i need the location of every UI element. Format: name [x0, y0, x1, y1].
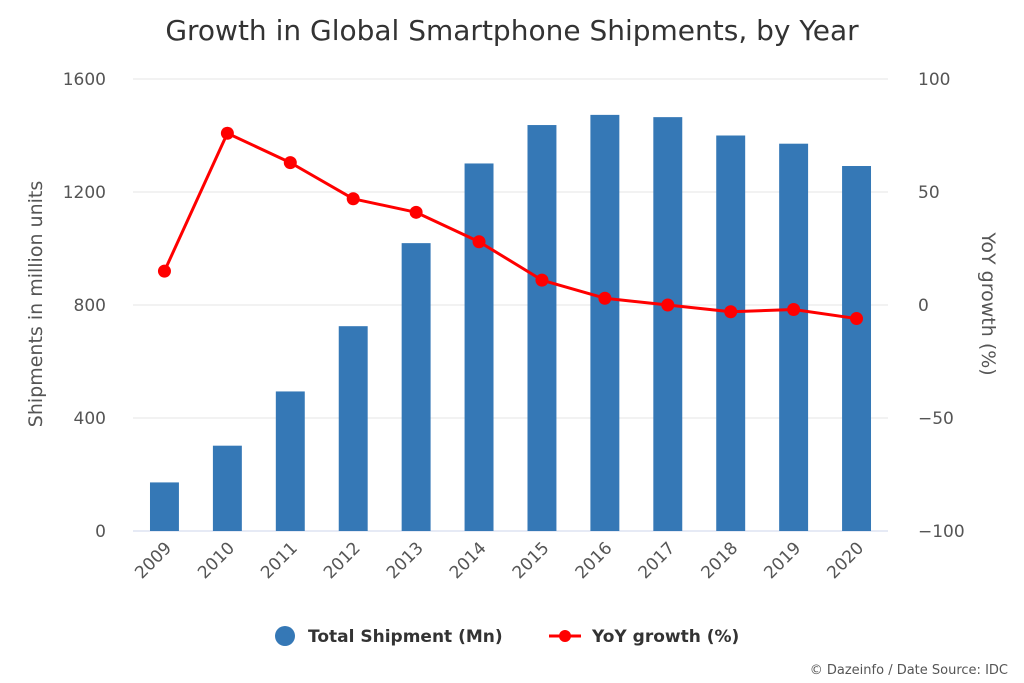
x-tick-label: 2016 [572, 538, 617, 583]
growth-point-2018 [724, 305, 738, 319]
growth-point-2016 [598, 291, 612, 305]
bar-2016 [590, 114, 620, 531]
growth-point-2011 [283, 156, 297, 170]
y-axis-right-ticks: −100 −50 0 50 100 [918, 70, 965, 542]
x-tick-label: 2015 [509, 538, 554, 583]
x-axis-ticks: 2009 2010 2011 2012 2013 2014 2015 2016 2017 2018… [131, 538, 868, 583]
growth-point-2012 [346, 192, 360, 206]
growth-line [163, 131, 857, 321]
legend-item-line[interactable]: YoY growth (%) [549, 627, 739, 647]
growth-point-2010 [220, 126, 234, 140]
y-right-tick-label: 50 [918, 183, 940, 203]
growth-point-2014 [472, 235, 486, 249]
gridlines [133, 78, 888, 532]
x-tick-label: 2019 [760, 538, 805, 583]
x-tick-label: 2009 [131, 538, 176, 583]
bar-2018 [716, 135, 746, 531]
growth-point-2015 [535, 273, 549, 287]
y-right-tick-label: −50 [918, 409, 954, 429]
x-tick-label: 2012 [320, 538, 365, 583]
growth-point-2017 [661, 298, 675, 312]
legend-line-label: YoY growth (%) [591, 627, 739, 647]
x-tick-label: 2010 [194, 538, 239, 583]
x-tick-label: 2011 [257, 538, 302, 583]
y-axis-left-title: Shipments in million units [25, 181, 47, 427]
legend-line-marker [559, 630, 571, 642]
legend-bar-marker [275, 626, 295, 646]
growth-point-2019 [787, 303, 801, 317]
y-left-tick-label: 0 [95, 522, 106, 542]
y-left-tick-label: 400 [74, 409, 106, 429]
bar-2013 [401, 243, 431, 531]
y-left-tick-label: 1200 [63, 183, 106, 203]
bar-2017 [653, 117, 683, 531]
growth-point-2009 [157, 264, 171, 278]
growth-point-2020 [850, 312, 864, 326]
legend-item-bars[interactable]: Total Shipment (Mn) [275, 626, 503, 647]
legend-bar-label: Total Shipment (Mn) [308, 627, 503, 647]
x-tick-label: 2013 [383, 538, 428, 583]
bar-2019 [779, 143, 809, 531]
x-tick-label: 2017 [635, 538, 680, 583]
bar-2012 [338, 326, 368, 531]
chart-title: Growth in Global Smartphone Shipments, b… [165, 14, 859, 47]
bar-2020 [842, 166, 872, 531]
bar-2015 [527, 125, 557, 532]
legend: Total Shipment (Mn) YoY growth (%) [275, 626, 739, 647]
y-left-tick-label: 1600 [63, 70, 106, 90]
y-right-tick-label: −100 [918, 522, 965, 542]
bar-2009 [149, 482, 179, 531]
x-tick-label: 2014 [446, 538, 491, 583]
bar-2014 [464, 163, 494, 531]
bar-series [149, 114, 872, 532]
y-axis-left-ticks: 0 400 800 1200 1600 [63, 70, 106, 542]
credit-text: © Dazeinfo / Date Source: IDC [810, 663, 1008, 678]
y-left-tick-label: 800 [74, 296, 106, 316]
y-right-tick-label: 100 [918, 70, 950, 90]
bar-2010 [212, 445, 242, 531]
x-tick-label: 2020 [823, 538, 868, 583]
y-axis-right-title: YoY growth (%) [977, 231, 999, 375]
x-tick-label: 2018 [698, 538, 743, 583]
bar-2011 [275, 391, 305, 531]
line-series [157, 126, 864, 326]
growth-point-2013 [409, 205, 423, 219]
y-right-tick-label: 0 [918, 296, 929, 316]
